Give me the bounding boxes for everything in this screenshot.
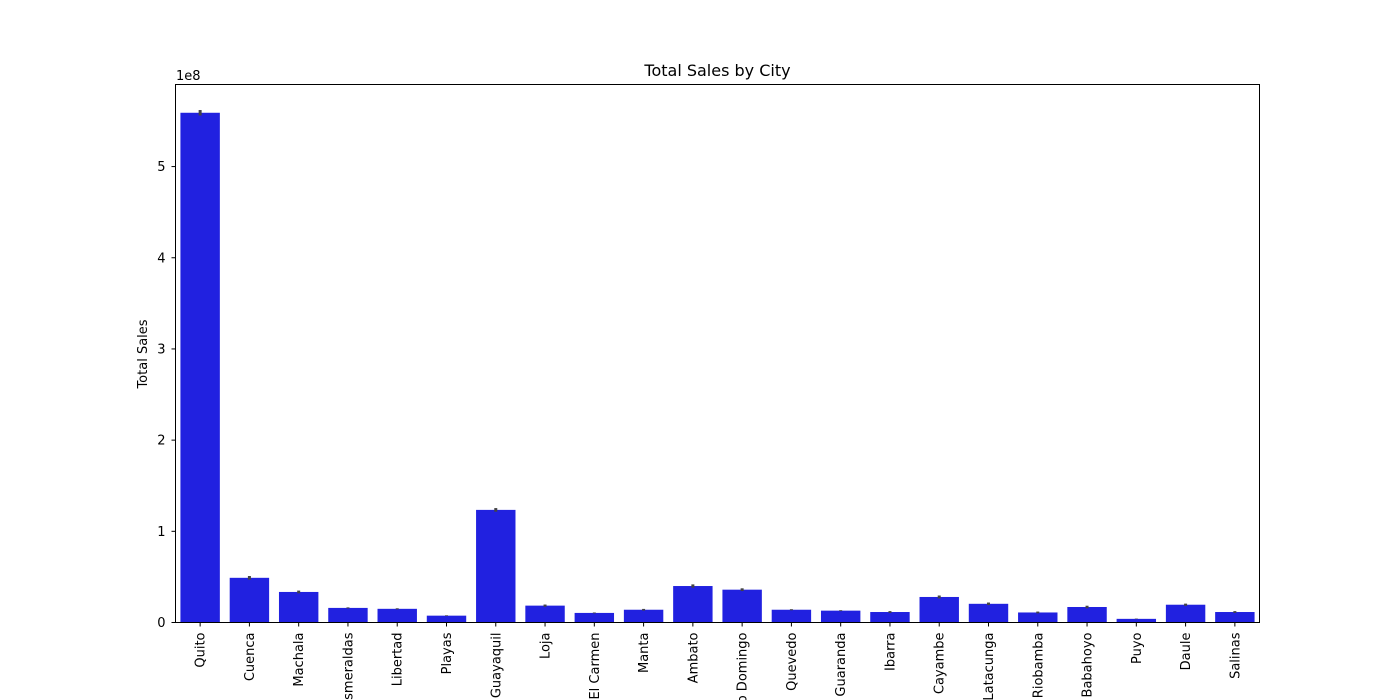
bar-quito (180, 112, 220, 623)
plot-frame (175, 84, 1260, 623)
x-axis-ticks: Quito Cuenca Machala Esmeraldas Libertad Play… (194, 622, 1243, 700)
x-tick-label: Salinas (1228, 632, 1243, 679)
y-tick-label: 0 (157, 616, 165, 631)
x-tick-label: Cayambe (933, 633, 948, 695)
bar-cayambe (919, 596, 959, 623)
bar-daule (1165, 604, 1206, 623)
x-tick-label: Esmeraldas (341, 632, 356, 700)
bar-salinas (1215, 612, 1255, 623)
bar-santo-domingo (722, 589, 762, 623)
x-tick-label: Riobamba (1031, 633, 1046, 699)
y-tick-label: 3 (157, 342, 165, 357)
x-tick-label: Ibarra (883, 633, 898, 671)
x-tick-label: Libertad (391, 633, 406, 687)
y-tick-label: 5 (157, 160, 165, 175)
bar-playas (426, 615, 467, 623)
x-tick-label: Loja (539, 633, 554, 660)
bar-guayaquil (476, 509, 516, 623)
x-tick-label: Playas (440, 632, 455, 674)
x-tick-label: Cuenca (243, 633, 258, 682)
x-tick-label: Quevedo (785, 632, 800, 690)
bar-guaranda (820, 610, 861, 623)
x-tick-label: Guayaquil (489, 633, 504, 699)
error-bars-group (198, 110, 1237, 620)
bar-cuenca (229, 577, 270, 623)
x-tick-label: Ambato (686, 632, 701, 683)
x-tick-label: Manta (637, 633, 652, 674)
x-tick-label: Puyo (1130, 632, 1145, 664)
y-offset-label: 1e8 (176, 69, 201, 84)
bar-el-carmen (574, 612, 615, 623)
bars-group (180, 112, 1255, 623)
bar-puyo (1116, 618, 1157, 623)
x-tick-label: Guaranda (834, 633, 849, 697)
y-tick-label: 4 (157, 251, 165, 266)
x-tick-label: Quito (194, 632, 209, 667)
y-tick-label: 1 (157, 525, 165, 540)
x-tick-label: Babahoyo (1081, 632, 1096, 697)
bar-machala (278, 591, 319, 623)
bar-quevedo (771, 609, 812, 623)
x-tick-label: Latacunga (982, 633, 997, 700)
x-tick-label: Santo Domingo (736, 632, 751, 700)
chart-title: Total Sales by City (643, 61, 790, 80)
y-axis-ticks: 0 1 2 3 4 5 (157, 160, 176, 631)
y-tick-label: 2 (157, 434, 165, 449)
bar-manta (623, 609, 664, 623)
bar-latacunga (968, 603, 1009, 623)
bar-riobamba (1018, 612, 1058, 623)
x-tick-label: El Carmen (588, 633, 603, 700)
bar-loja (525, 605, 565, 623)
bar-ibarra (870, 612, 910, 623)
x-tick-label: Machala (292, 633, 307, 687)
bar-libertad (377, 608, 417, 623)
y-axis-label: Total Sales (136, 319, 151, 389)
bar-babahoyo (1067, 606, 1107, 623)
bar-ambato (673, 586, 713, 623)
x-tick-label: Daule (1179, 633, 1194, 671)
bar-esmeraldas (328, 607, 368, 623)
